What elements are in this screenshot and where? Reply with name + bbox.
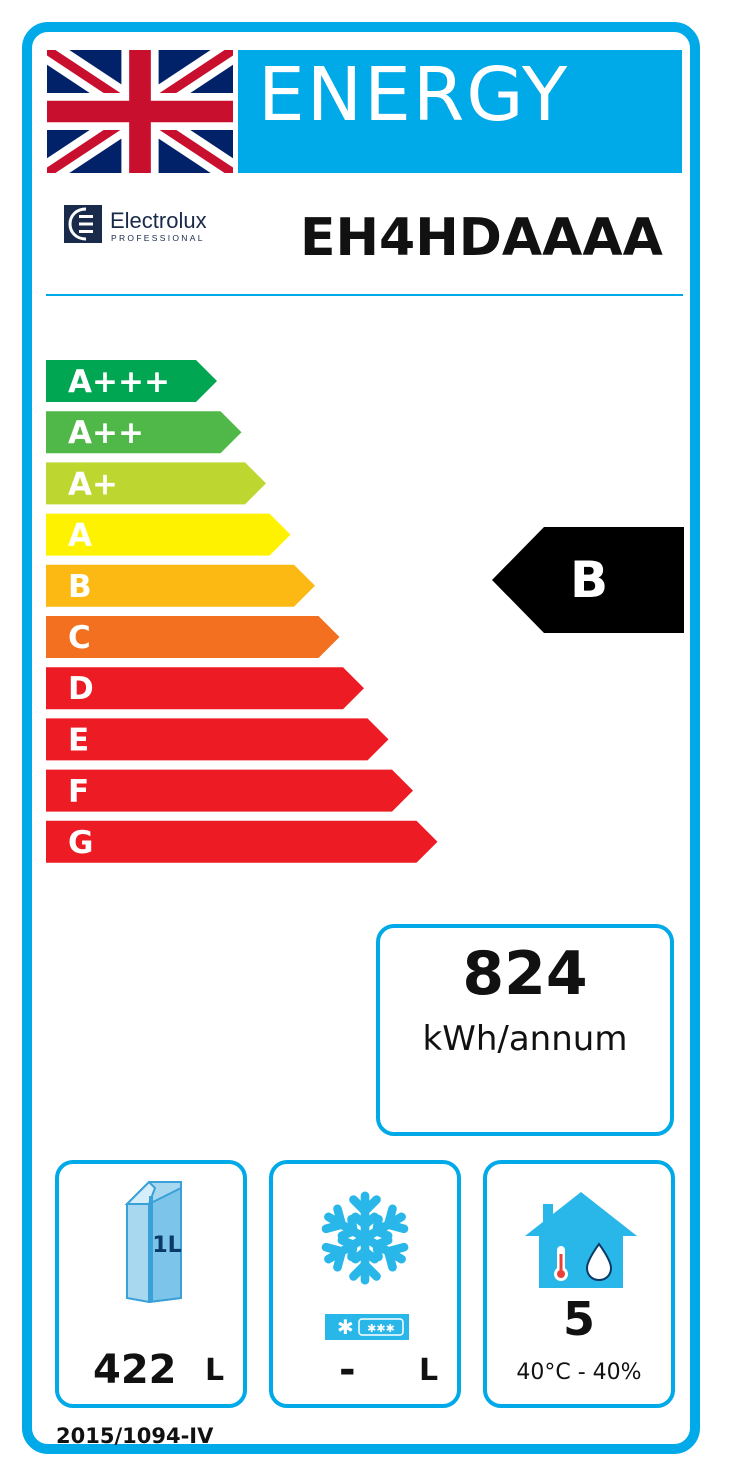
svg-text:✱✱✱: ✱✱✱ [367,1322,395,1335]
svg-text:A+: A+ [68,466,118,502]
svg-text:A+++: A+++ [68,364,170,400]
svg-text:G: G [68,825,93,861]
svg-text:B: B [68,569,92,605]
energy-class-aplus: A+ [46,462,266,505]
storage-volume-box: 1L 422 L [55,1160,247,1408]
svg-text:A: A [68,518,92,554]
brand-sub: PROFESSIONAL [111,233,205,243]
energy-banner [238,50,682,173]
energy-class-g: G [46,820,438,863]
energy-consumption-box: 824 kWh/annum [376,924,674,1136]
freezer-volume-box: ✱ ✱✱✱ - L [269,1160,461,1408]
uk-flag-icon [47,50,233,173]
regulation-number: 2015/1094-IV [56,1424,214,1448]
energy-title: ENERGY [258,52,570,138]
svg-text:A++: A++ [68,415,144,451]
house-climate-icon [525,1192,637,1288]
rating-arrow: B [492,527,684,633]
freezer-stars-icon: ✱ ✱✱✱ [325,1314,409,1340]
label-frame [22,22,700,1454]
brand-name: Electrolux [110,208,207,233]
energy-class-c: C [46,616,340,658]
energy-class-b: B [46,564,315,607]
energy-class-d: D [46,667,364,710]
climate-class-box: 5 40°C - 40% [483,1160,675,1408]
svg-text:C: C [68,620,91,656]
energy-class-f: F [46,769,413,812]
svg-text:✱: ✱ [337,1315,354,1339]
energy-class-e: E [46,718,389,761]
climate-range: 40°C - 40% [516,1360,642,1385]
energy-class-a: A [46,513,291,556]
snowflake-icon [317,1191,413,1288]
freezer-value: - [339,1347,356,1393]
volume-unit: L [205,1353,225,1388]
energy-class-aplusplusplus: A+++ [46,360,217,402]
volume-value: 422 [93,1347,177,1393]
svg-text:D: D [68,671,94,707]
model-number: EH4HDAAAA [300,208,663,268]
header-divider [46,294,683,296]
carton-label: 1L [152,1233,181,1258]
svg-text:E: E [68,722,89,758]
milk-carton-icon: 1L [124,1180,182,1304]
freezer-unit: L [419,1353,439,1388]
energy-class-aplusplus: A++ [46,411,242,454]
rating-label: B [570,551,608,609]
consumption-unit: kWh/annum [422,1019,628,1059]
climate-class-value: 5 [562,1292,595,1346]
svg-text:F: F [68,774,89,810]
consumption-value: 824 [462,939,588,1009]
brand-logo: Electrolux PROFESSIONAL [64,205,207,243]
